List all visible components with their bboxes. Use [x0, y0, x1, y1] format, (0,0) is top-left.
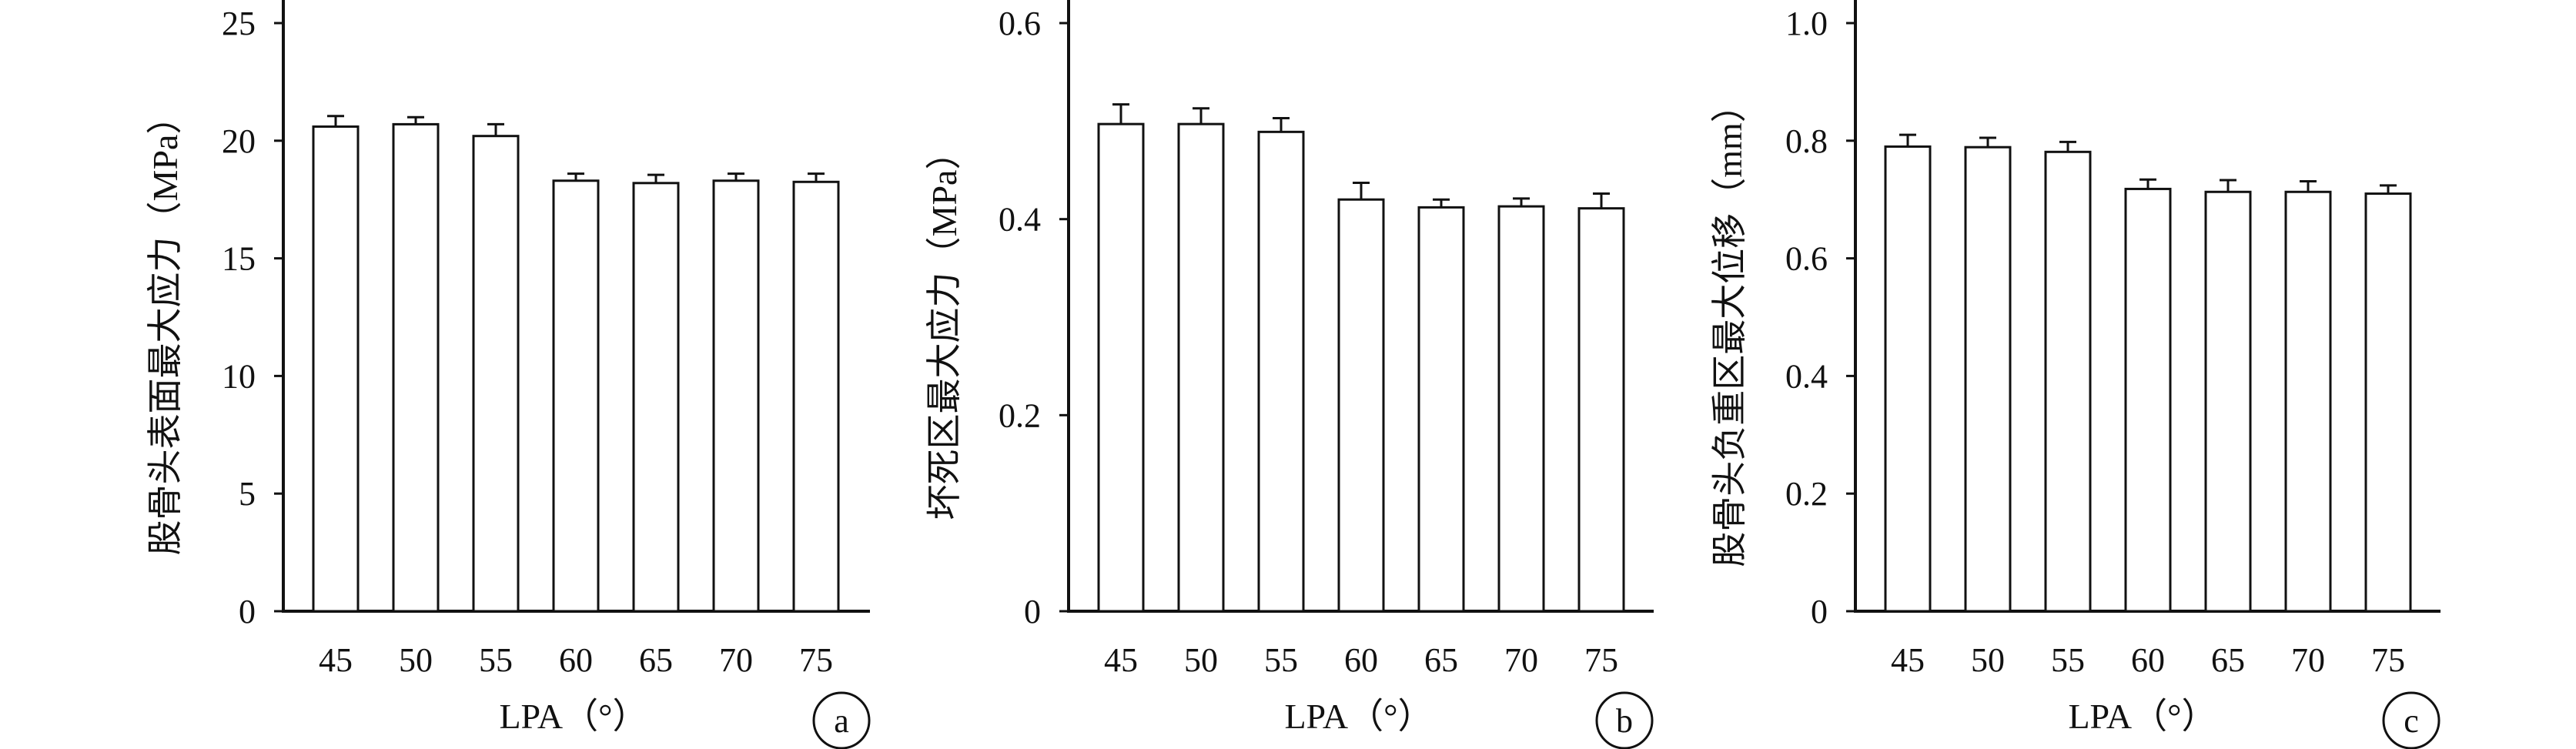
y-tick-label: 25 [222, 5, 256, 42]
y-tick-label: 10 [222, 357, 256, 395]
bar [1257, 130, 1305, 613]
bar [552, 179, 600, 613]
bar [1577, 207, 1625, 613]
y-tick-label: 0.6 [999, 5, 1041, 42]
bar [1337, 198, 1385, 613]
x-axis-title: LPA（°） [1284, 697, 1433, 736]
y-tick-label: 0.4 [1785, 357, 1828, 395]
x-tick-label: 75 [2371, 641, 2405, 679]
panel-b: 坏死区最大应力（MPa） LPA（°） b 0 0.2 0.4 0.6 45 50 55 60… [925, 0, 1654, 749]
x-tick-label: 55 [479, 641, 513, 679]
x-tick-label: 65 [2211, 641, 2245, 679]
bar [2204, 190, 2252, 613]
bar [392, 122, 440, 613]
bar [1884, 145, 1932, 613]
panel-letter: b [1616, 702, 1633, 740]
x-tick-label: 50 [1971, 641, 2005, 679]
x-tick-label: 65 [639, 641, 673, 679]
y-tick-label: 0 [239, 593, 256, 630]
bar [1964, 145, 2012, 613]
x-axis-title: LPA（°） [499, 697, 647, 736]
y-axis-title: 股骨头表面最大应力（MPa） [146, 99, 185, 556]
y-tick-label: 0.4 [999, 201, 1041, 239]
bar [792, 180, 840, 613]
x-tick-label: 65 [1424, 641, 1458, 679]
y-axis-title: 坏死区最大应力（MPa） [925, 135, 964, 520]
bar [2124, 187, 2172, 613]
y-tick-label: 0 [1811, 593, 1828, 630]
panel-letter: a [834, 702, 849, 740]
x-axis-title: LPA（°） [2068, 697, 2216, 736]
x-tick-label: 60 [559, 641, 593, 679]
panel-letter-badge [1595, 691, 1654, 749]
bar [1417, 206, 1465, 613]
bar [2364, 192, 2412, 613]
x-tick-label: 55 [2051, 641, 2085, 679]
x-tick-label: 45 [1891, 641, 1925, 679]
y-tick-label: 0 [1024, 593, 1041, 630]
panel-letter-badge [812, 691, 871, 749]
x-tick-label: 60 [1344, 641, 1378, 679]
bar [2284, 190, 2332, 613]
y-tick-label: 0.8 [1785, 122, 1828, 160]
panel-c: 股骨头负重区最大位移（mm） LPA（°） c 0 0.2 0.4 0.6 0.8 1.0… [1710, 0, 2441, 749]
bar [1097, 122, 1145, 613]
y-tick-label: 15 [222, 240, 256, 278]
x-tick-label: 70 [2291, 641, 2325, 679]
bar [472, 135, 520, 613]
y-tick-label: 1.0 [1785, 5, 1828, 42]
y-tick-label: 5 [239, 475, 256, 513]
bar [312, 125, 360, 613]
x-tick-label: 60 [2131, 641, 2165, 679]
x-tick-label: 70 [719, 641, 753, 679]
bar [712, 179, 760, 613]
panel-letter: c [2404, 702, 2419, 740]
x-tick-label: 50 [1184, 641, 1218, 679]
panel-letter-badge [2382, 691, 2441, 749]
x-tick-label: 75 [1584, 641, 1618, 679]
y-axis-title: 股骨头负重区最大位移（mm） [1710, 87, 1749, 567]
y-tick-label: 20 [222, 122, 256, 160]
bar [2044, 150, 2092, 613]
x-tick-label: 70 [1504, 641, 1538, 679]
x-tick-label: 55 [1264, 641, 1298, 679]
x-tick-label: 45 [319, 641, 353, 679]
bar [1177, 122, 1225, 613]
y-tick-label: 0.2 [1785, 475, 1828, 513]
bar [632, 182, 680, 613]
y-tick-label: 0.2 [999, 396, 1041, 434]
x-tick-label: 75 [799, 641, 833, 679]
x-tick-label: 50 [399, 641, 433, 679]
y-tick-label: 0.6 [1785, 240, 1828, 278]
x-tick-label: 45 [1104, 641, 1138, 679]
panel-a: 股骨头表面最大应力（MPa） LPA（°） a 0 5 10 15 20 25 45 50 55… [146, 0, 871, 749]
bar [1497, 205, 1545, 613]
